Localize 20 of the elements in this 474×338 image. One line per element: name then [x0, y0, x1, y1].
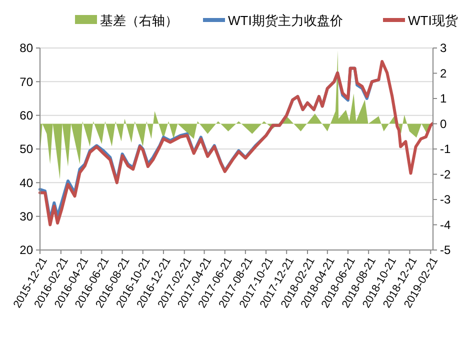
y-tick-label: 70 — [20, 74, 34, 89]
legend-label: WTI期货主力收盘价 — [228, 13, 343, 28]
y2-tick-label: -4 — [440, 218, 451, 232]
y2-tick-label: -3 — [440, 192, 451, 207]
y2-tick-label: -1 — [440, 142, 451, 156]
y-tick-label: 20 — [20, 243, 34, 258]
y2-tick-label: -5 — [440, 243, 451, 258]
y2-tick-label: 0 — [440, 116, 447, 131]
y-tick-label: 60 — [20, 108, 34, 123]
y-tick-label: 50 — [20, 142, 34, 156]
y-tick-label: 40 — [20, 176, 34, 190]
y2-tick-label: 1 — [440, 92, 447, 106]
y-tick-label: 80 — [20, 41, 34, 56]
y2-tick-label: -2 — [440, 167, 451, 182]
y2-tick-label: 3 — [440, 41, 447, 56]
legend-label: WTI现货 — [408, 13, 458, 28]
y-tick-label: 30 — [20, 210, 34, 224]
legend-label: 基差（右轴） — [100, 13, 178, 28]
y2-tick-label: 2 — [440, 66, 447, 80]
line-series — [38, 60, 434, 226]
